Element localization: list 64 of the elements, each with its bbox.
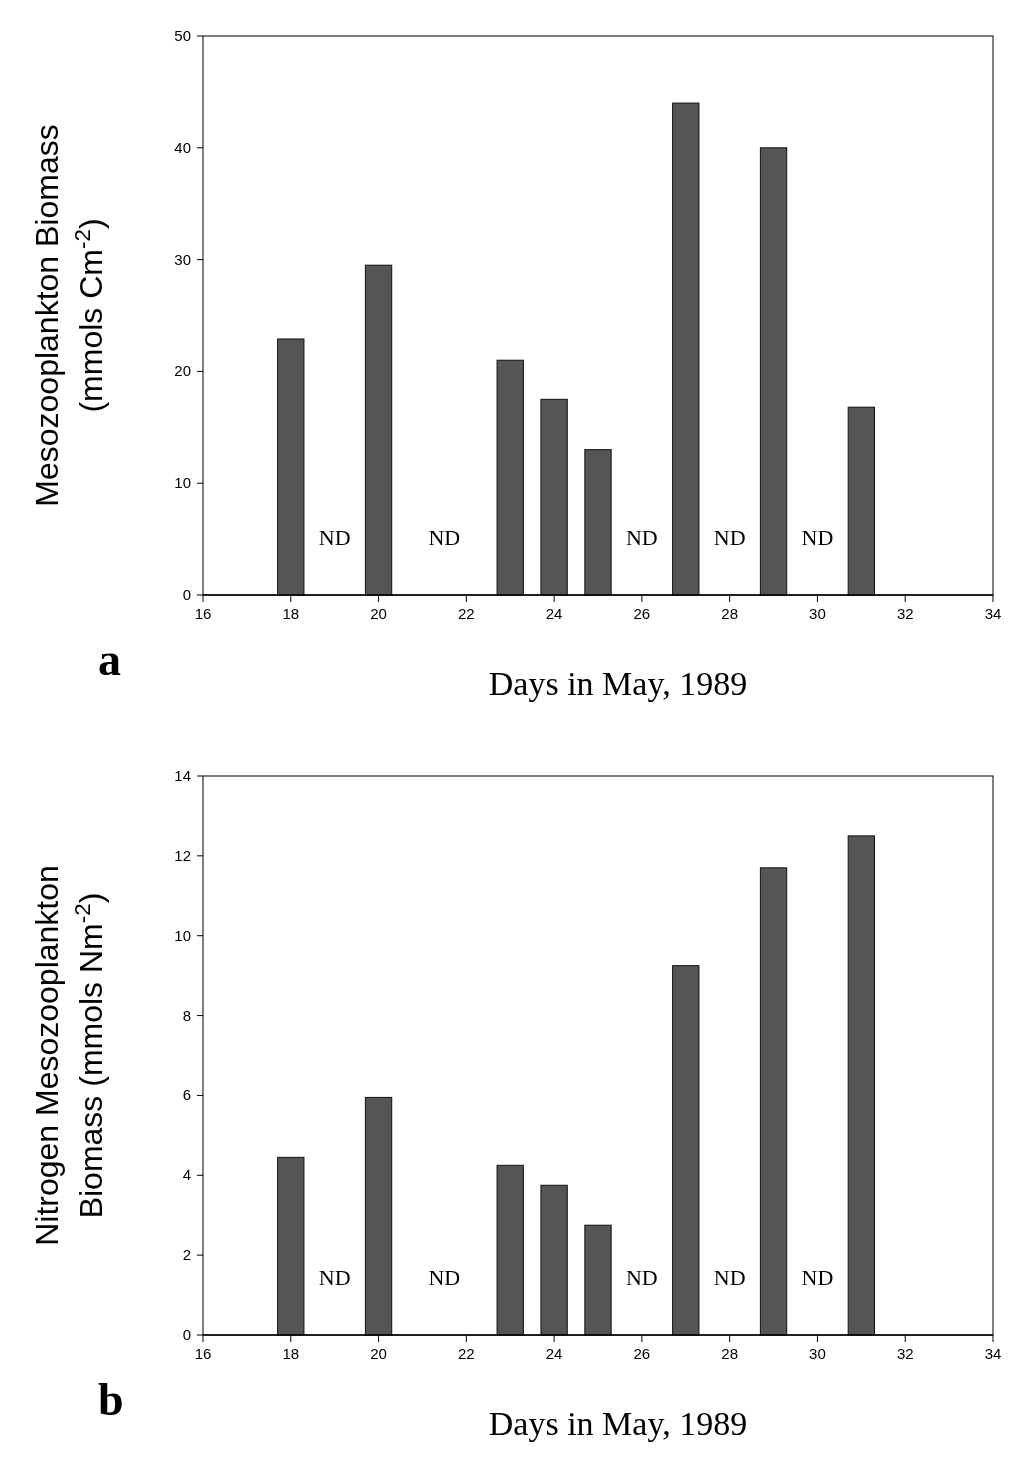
bar	[540, 1184, 568, 1336]
bar	[540, 398, 568, 596]
bar	[759, 147, 788, 596]
annotation: ND	[801, 1264, 834, 1290]
x-tick-label: 22	[457, 605, 475, 622]
x-tick-label: 26	[633, 605, 651, 622]
annotation: ND	[318, 1264, 351, 1290]
annotation: ND	[428, 524, 461, 550]
x-axis-title: Days in May, 1989	[488, 1405, 748, 1442]
bar	[277, 1156, 305, 1336]
x-tick-label: 34	[984, 605, 1002, 622]
bar	[847, 835, 875, 1336]
x-tick-label: 28	[721, 605, 739, 622]
y-tick-label: 14	[174, 767, 191, 784]
bar	[672, 965, 700, 1336]
y-tick-label: 0	[182, 586, 191, 603]
bar	[672, 102, 700, 596]
bar	[847, 406, 875, 596]
y-tick-label: 2	[182, 1246, 191, 1264]
bar	[584, 1224, 612, 1336]
x-tick-label: 26	[633, 1345, 651, 1362]
x-tick-label: 18	[282, 1345, 300, 1362]
annotation: ND	[318, 524, 351, 550]
x-tick-label: 32	[896, 1345, 914, 1362]
text: b	[98, 1374, 124, 1425]
x-tick-label: 32	[896, 605, 914, 622]
bar	[584, 449, 612, 596]
bar	[759, 867, 788, 1336]
y-tick-label: 10	[174, 926, 191, 944]
x-tick-label: 30	[809, 605, 826, 622]
y-tick-label: 0	[182, 1326, 191, 1343]
y-tick-label: 8	[182, 1006, 191, 1024]
y-tick-label: 6	[182, 1086, 191, 1104]
annotation: ND	[713, 1264, 746, 1290]
y-tick-label: 30	[174, 250, 191, 268]
x-tick-label: 16	[194, 605, 212, 622]
x-tick-label: 30	[809, 1345, 826, 1362]
bar	[277, 338, 305, 596]
x-axis-title: Days in May, 1989	[488, 665, 748, 702]
x-tick-label: 34	[984, 1345, 1002, 1362]
x-tick-label: 20	[370, 605, 387, 622]
y-tick-label: 10	[174, 474, 191, 492]
x-tick-label: 28	[721, 1345, 739, 1362]
y-tick-label: 50	[174, 27, 191, 44]
y-tick-label: 40	[174, 138, 191, 156]
x-tick-label: 24	[545, 1345, 563, 1362]
text: a	[98, 634, 121, 685]
bar	[364, 264, 393, 596]
x-tick-label: 22	[457, 1345, 475, 1362]
x-tick-label: 20	[370, 1345, 387, 1362]
x-tick-label: 24	[545, 605, 563, 622]
annotation: ND	[428, 1264, 461, 1290]
annotation: ND	[801, 524, 834, 550]
bar	[496, 359, 524, 596]
annotation: ND	[626, 1264, 658, 1290]
bar	[364, 1096, 393, 1336]
y-tick-label: 12	[174, 846, 191, 864]
x-tick-label: 16	[194, 1345, 212, 1362]
y-tick-label: 4	[182, 1166, 191, 1184]
x-tick-label: 18	[282, 605, 300, 622]
annotation: ND	[713, 524, 746, 550]
y-tick-label: 20	[174, 362, 191, 380]
bar	[496, 1164, 524, 1336]
annotation: ND	[626, 524, 658, 550]
